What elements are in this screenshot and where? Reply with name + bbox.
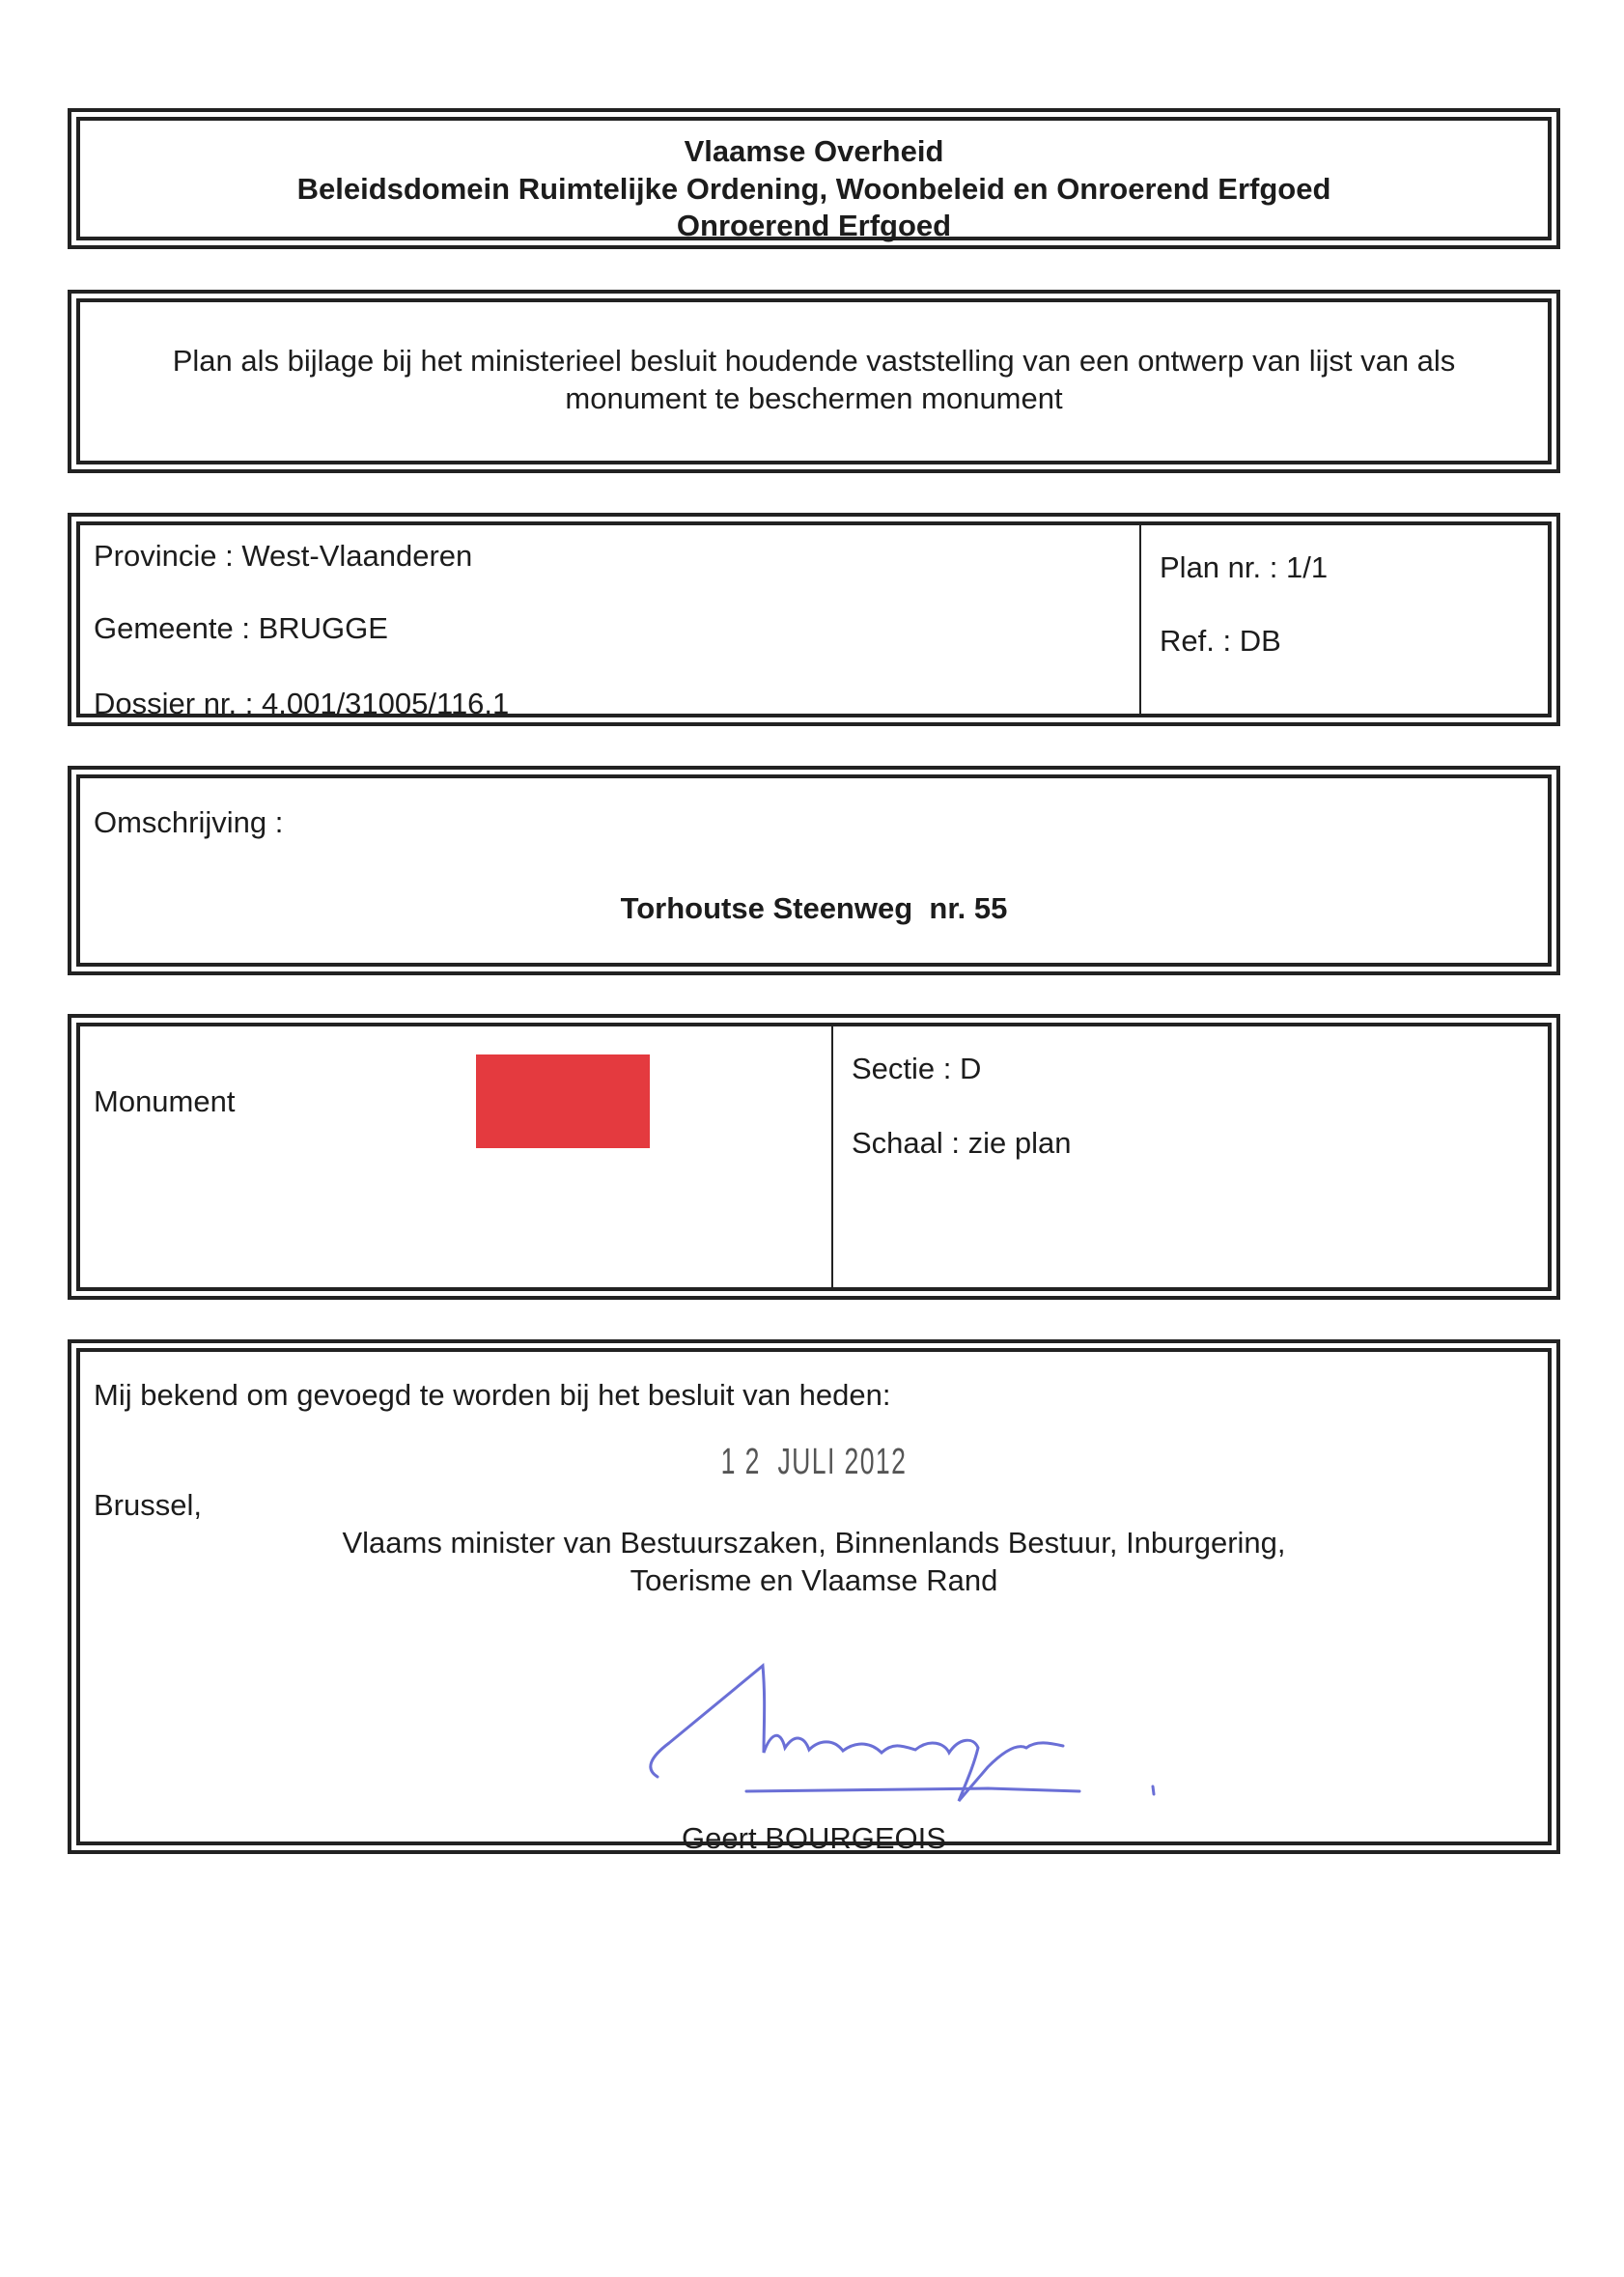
scale: Schaal : zie plan	[852, 1126, 1072, 1160]
monument-color-swatch	[476, 1054, 650, 1148]
address: Torhoutse Steenweg nr. 55	[620, 891, 1008, 925]
subject-line-1: Plan als bijlage bij het ministerieel be…	[172, 344, 1456, 378]
agency-name: Onroerend Erfgoed	[676, 209, 952, 242]
sectie: Sectie : D	[852, 1052, 982, 1085]
policy-domain: Beleidsdomein Ruimtelijke Ordening, Woon…	[296, 172, 1331, 206]
signature	[649, 1663, 1156, 1802]
description-box: Omschrijving : Torhoutse Steenweg nr. 55	[68, 766, 1560, 975]
reference: Ref. : DB	[1160, 624, 1281, 658]
minister-title-2: Toerisme en Vlaamse Rand	[630, 1563, 998, 1597]
description-label: Omschrijving :	[94, 805, 284, 839]
dossier-number: Dossier nr. : 4.001/31005/116.1	[94, 687, 510, 720]
minister-name: Geert BOURGEOIS	[682, 1821, 946, 1855]
divider	[831, 1026, 833, 1287]
signoff-box: Mij bekend om gevoegd te worden bij het …	[68, 1339, 1560, 1855]
authority-name: Vlaamse Overheid	[684, 134, 944, 168]
signoff-intro: Mij bekend om gevoegd te worden bij het …	[94, 1378, 891, 1412]
gemeente: Gemeente : BRUGGE	[94, 611, 388, 645]
place: Brussel,	[94, 1488, 202, 1522]
legend-box: Monument Sectie : D Schaal : zie plan	[68, 1014, 1560, 1300]
header-box: Vlaamse Overheid Beleidsdomein Ruimtelij…	[68, 108, 1560, 249]
subject-line-2: monument te beschermen monument	[565, 381, 1063, 415]
date-stamp: 1 2 JULI 2012	[720, 1442, 908, 1482]
minister-title-1: Vlaams minister van Bestuurszaken, Binne…	[342, 1526, 1286, 1560]
subject-box: Plan als bijlage bij het ministerieel be…	[68, 290, 1560, 473]
provincie: Provincie : West-Vlaanderen	[94, 539, 473, 573]
plan-number: Plan nr. : 1/1	[1160, 550, 1329, 584]
info-box: Provincie : West-Vlaanderen Gemeente : B…	[68, 513, 1560, 726]
legend-monument-label: Monument	[94, 1084, 236, 1118]
divider	[1139, 525, 1141, 714]
